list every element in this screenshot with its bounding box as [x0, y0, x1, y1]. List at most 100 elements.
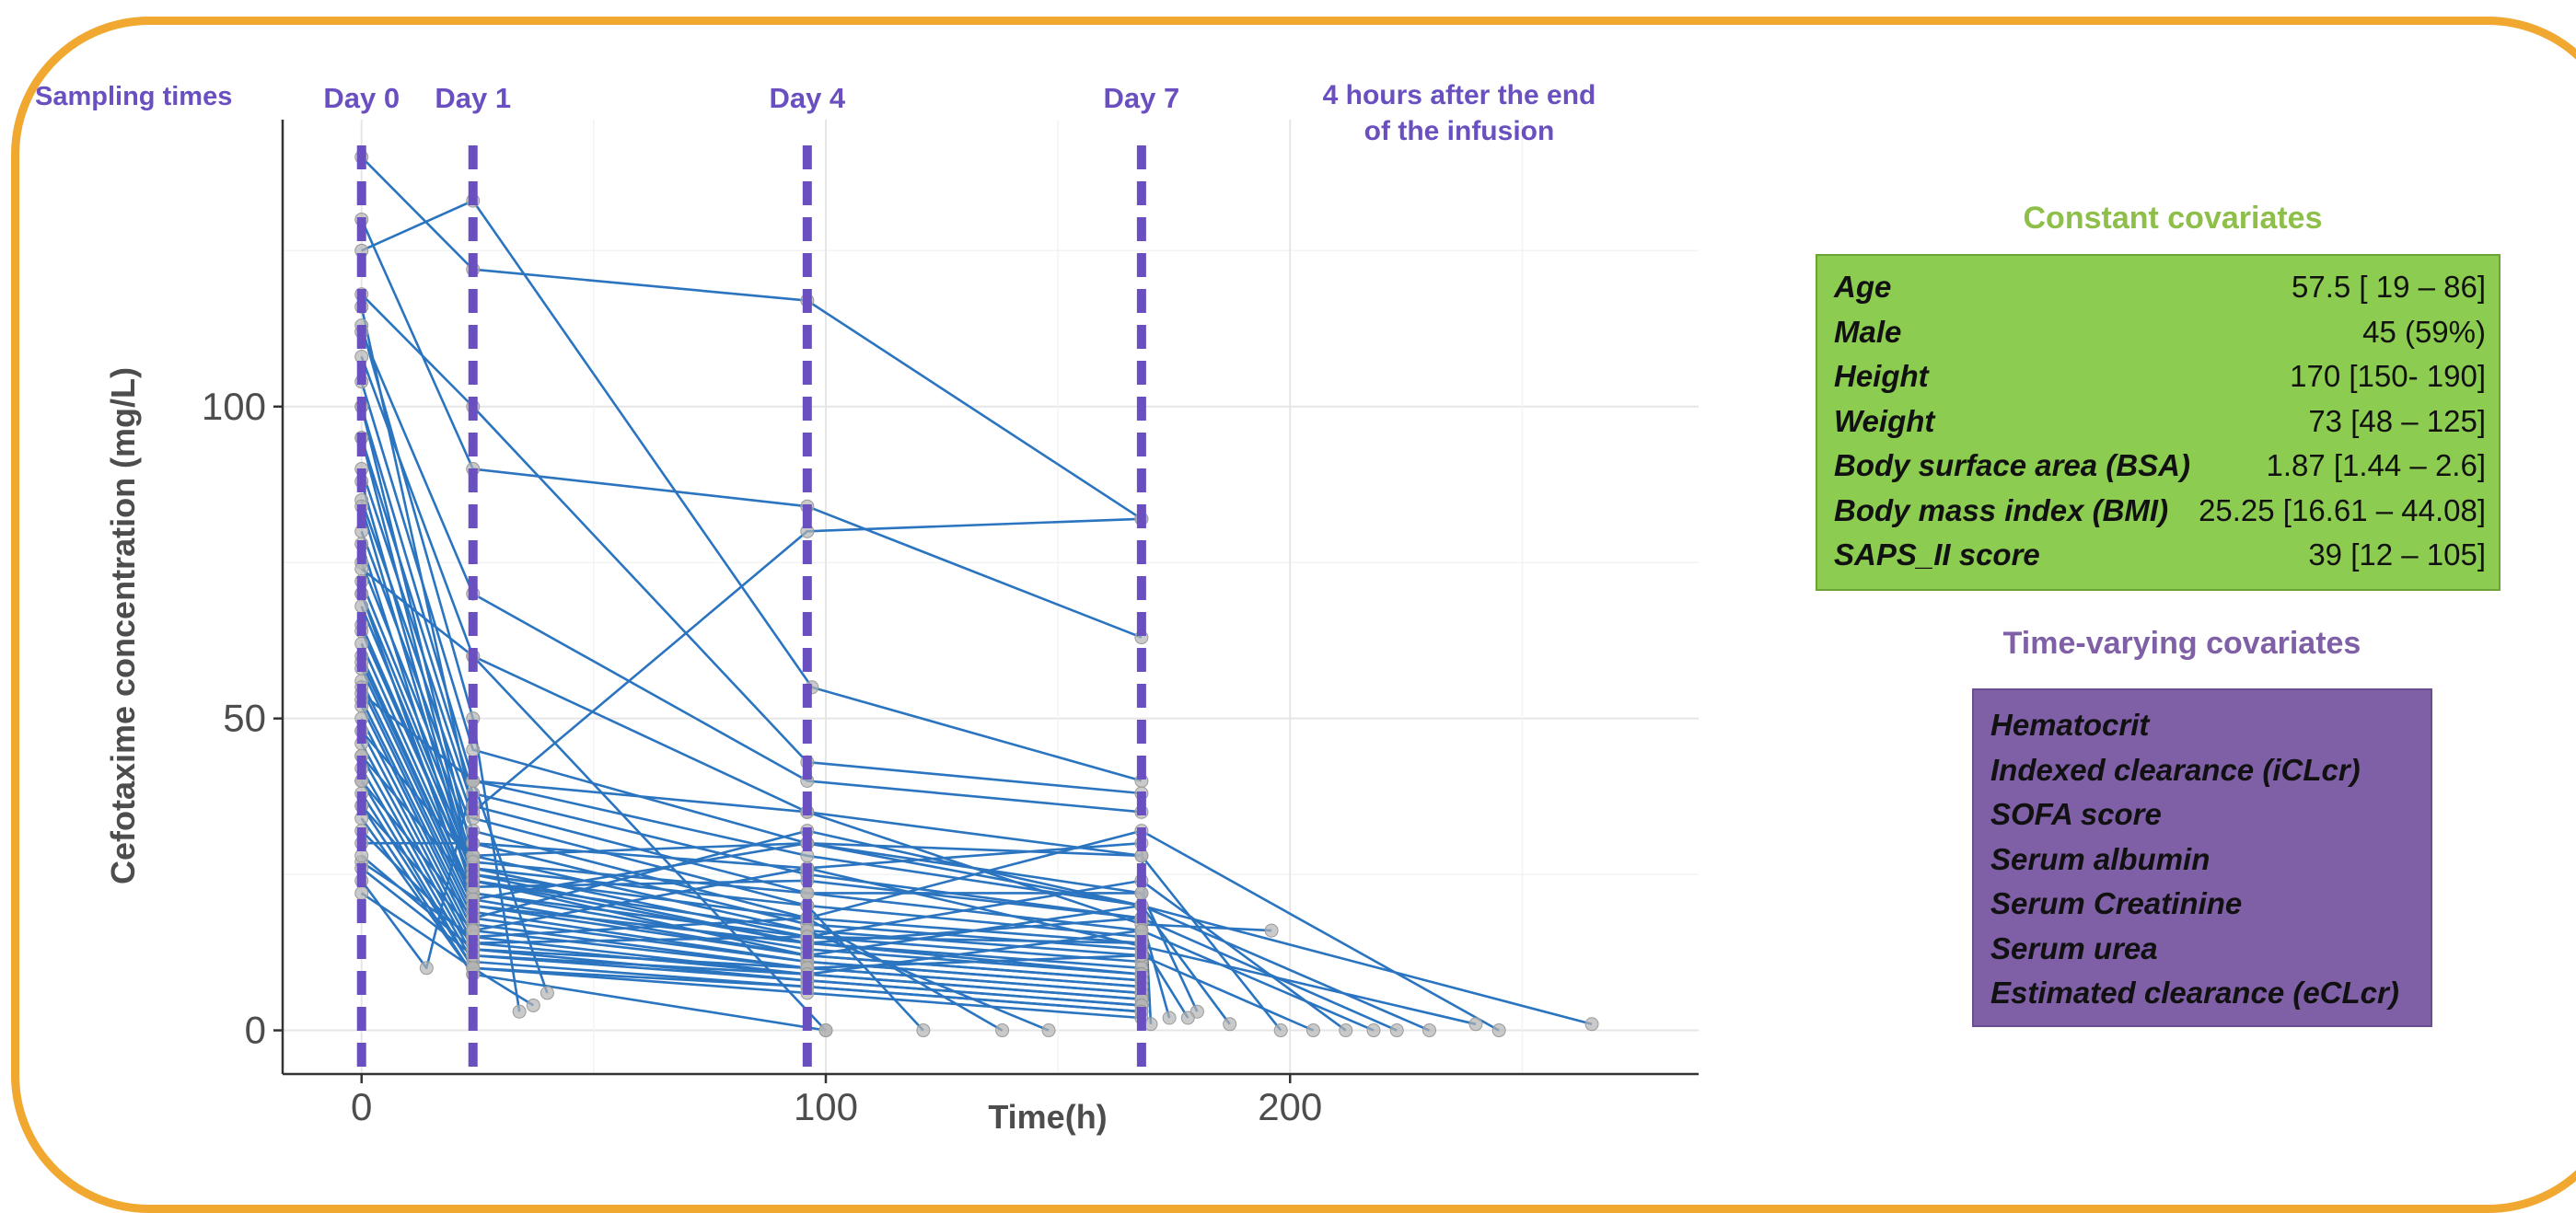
data-point: [1491, 1023, 1506, 1038]
covariate-label: Weight: [1834, 403, 1935, 438]
covariate-row: Body mass index (BMI) 25.25 [16.61 – 44.0…: [1834, 489, 2486, 534]
covariate-value: 1.87 [1.44 – 2.6]: [2266, 448, 2486, 483]
data-point: [512, 1004, 527, 1019]
covariate-label: Male: [1834, 314, 1902, 349]
covariate-value: 25.25 [16.61 – 44.08]: [2199, 492, 2486, 527]
covariate-label: Height: [1834, 359, 1929, 394]
data-point: [1180, 1011, 1195, 1025]
concentration-time-plot: 0 50 100 0 100 200 Time(h) Cefotaxime concentr…: [35, 80, 1699, 1136]
x-tick-label: 100: [794, 1085, 858, 1128]
covariate-value: 57.5 [ 19 – 86]: [2291, 270, 2486, 305]
data-point: [1134, 885, 1149, 900]
constant-covariates-table: Age 57.5 [ 19 – 86] Male 45 (59%) Height 170 …: [1816, 254, 2501, 591]
time-varying-item: Indexed clearance (iCLcr): [1990, 752, 2361, 787]
sampling-time-label: Day 4: [769, 82, 845, 114]
y-tick-label: 100: [202, 385, 266, 428]
y-axis-title: Cefotaxime concentration (mg/L): [104, 367, 142, 884]
data-point: [354, 599, 369, 614]
series-line-30: [360, 792, 1142, 1020]
data-point: [1041, 1023, 1056, 1038]
covariate-row: Male 45 (59%): [1834, 310, 2486, 355]
axes-layer: 0 50 100 0 100 200: [202, 120, 1699, 1128]
series-line-31: [360, 804, 474, 976]
covariate-value: 45 (59%): [2362, 314, 2486, 349]
data-point: [1143, 1017, 1158, 1032]
covariate-value: 73 [48 – 125]: [2308, 403, 2486, 438]
covariate-label: Body mass index (BMI): [1834, 492, 2169, 527]
series-line-15: [360, 606, 1142, 970]
covariate-value: 170 [150- 190]: [2290, 359, 2486, 394]
data-point: [526, 998, 540, 1012]
end-of-infusion-note: of the infusion: [1364, 116, 1555, 146]
data-point: [540, 986, 554, 1000]
sampling-times-label: Sampling times: [35, 82, 232, 111]
series-line-10: [360, 499, 1143, 939]
covariate-row: Height 170 [150- 190]: [1834, 354, 2486, 399]
series-line-1: [360, 218, 1143, 639]
series-layer: [354, 150, 1599, 1038]
x-axis-title: Time(h): [988, 1098, 1107, 1136]
time-varying-item: Serum urea: [1990, 930, 2158, 965]
y-tick-label: 50: [223, 697, 266, 740]
data-point: [995, 1023, 1010, 1038]
series-line-39: [360, 306, 1142, 814]
data-point: [800, 885, 815, 900]
data-point: [1162, 1011, 1177, 1025]
sampling-time-label: Day 7: [1104, 82, 1180, 114]
time-varying-item: Serum Creatinine: [1990, 886, 2243, 920]
series-line-3: [360, 293, 1143, 795]
covariate-label: Age: [1834, 270, 1892, 305]
time-varying-item: SOFA score: [1990, 797, 2162, 831]
y-tick-label: 0: [245, 1009, 266, 1052]
data-point: [466, 743, 481, 757]
series-line-23: [360, 705, 1142, 995]
x-tick-label: 200: [1258, 1085, 1322, 1128]
series-line-14: [360, 593, 1142, 964]
x-tick-label: 0: [351, 1085, 372, 1128]
data-point: [1366, 1023, 1381, 1038]
data-point: [1305, 1023, 1320, 1038]
covariate-row: Age 57.5 [ 19 – 86]: [1834, 265, 2486, 310]
series-line-19: [360, 667, 1142, 982]
data-point: [1273, 1023, 1288, 1038]
data-point: [1584, 1017, 1599, 1032]
series-line-41: [360, 437, 924, 1032]
time-varying-covariates-title: Time-varying covariates: [2002, 626, 2361, 661]
series-line-5: [360, 356, 1143, 858]
data-point: [1468, 1017, 1483, 1032]
end-of-infusion-note: 4 hours after the end: [1323, 80, 1596, 110]
covariate-value: 39 [12 – 105]: [2308, 537, 2486, 572]
data-point: [916, 1023, 931, 1038]
data-point: [1339, 1023, 1353, 1038]
series-line-43: [360, 505, 1050, 1032]
data-point: [1422, 1023, 1437, 1038]
sampling-lines-layer: [356, 145, 1146, 1072]
sampling-time-label: Day 1: [435, 82, 511, 114]
time-varying-item: Serum albumin: [1990, 841, 2210, 876]
series-line-47: [360, 662, 1593, 1026]
covariate-row: Body surface area (BSA) 1.87 [1.44 – 2.6]: [1834, 444, 2486, 489]
data-point: [1223, 1017, 1237, 1032]
series-line-4: [360, 330, 1143, 814]
covariate-row: Weight 73 [48 – 125]: [1834, 399, 2486, 445]
series-line-7: [360, 406, 1143, 907]
data-point: [419, 961, 434, 976]
covariate-label: SAPS_II score: [1834, 537, 2040, 572]
constant-covariates-title: Constant covariates: [2023, 201, 2323, 236]
data-point: [354, 885, 369, 900]
data-point: [1264, 923, 1279, 938]
series-line-0: [360, 156, 1143, 520]
covariate-row: SAPS_II score 39 [12 – 105]: [1834, 533, 2486, 578]
data-point: [354, 561, 369, 576]
data-point: [818, 1023, 833, 1038]
covariate-label: Body surface area (BSA): [1834, 448, 2190, 483]
time-varying-item: Estimated clearance (eCLcr): [1990, 976, 2399, 1010]
sampling-time-label: Day 0: [323, 82, 400, 114]
data-point: [1389, 1023, 1404, 1038]
series-line-27: [360, 755, 1142, 1007]
series-line-2: [361, 199, 1143, 782]
labels-layer: Time(h) Cefotaxime concentration (mg/L) Sa…: [35, 80, 1595, 1136]
series-line-42: [360, 480, 1004, 1032]
time-varying-covariates-list: Hematocrit Indexed clearance (iCLcr) SOFA …: [1972, 688, 2432, 1027]
time-varying-item: Hematocrit: [1990, 708, 2150, 742]
